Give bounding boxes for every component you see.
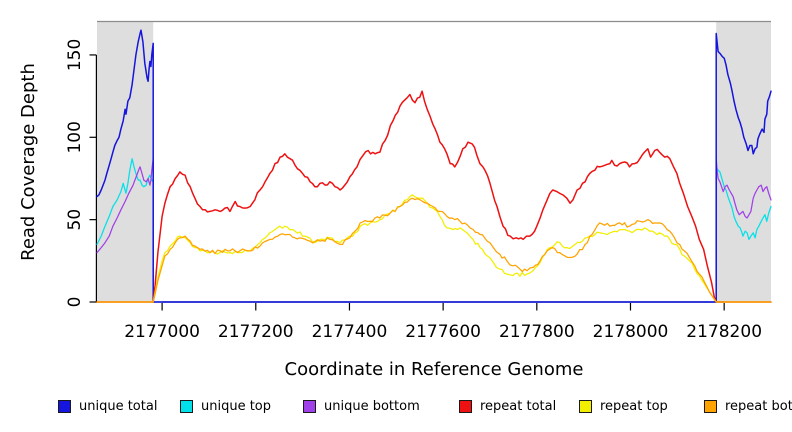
legend-label: unique total: [79, 398, 158, 414]
y-tick-label: 150: [65, 39, 85, 71]
x-tick-label: 2178200: [686, 322, 762, 342]
plot-area: 0 50 100 150 2177000 2177200 2177400 2177600 217…: [18, 20, 772, 380]
x-axis-title: Coordinate in Reference Genome: [285, 359, 584, 380]
series-line-repeat-total: [96, 90, 772, 303]
legend: unique total unique top unique bottom repea…: [0, 398, 792, 418]
legend-swatch-unique-total: [58, 399, 71, 413]
series-lines: [96, 29, 772, 303]
shaded-region-2: [716, 21, 771, 302]
legend-label: unique bottom: [324, 398, 420, 414]
series-line-unique-bottom: [96, 158, 772, 303]
legend-swatch-unique-bottom: [303, 399, 316, 413]
x-tick-label: 2177800: [499, 322, 575, 342]
legend-swatch-repeat-bottom: [704, 399, 717, 413]
axes: 0 50 100 150 2177000 2177200 2177400 2177600 217…: [65, 39, 762, 342]
x-tick-label: 2177000: [124, 322, 200, 342]
legend-label: repeat top: [600, 398, 668, 414]
series-line-unique-total: [96, 29, 772, 303]
legend-item-repeat-bottom: repeat bottom: [704, 398, 792, 414]
legend-item-unique-bottom: unique bottom: [303, 398, 420, 414]
legend-item-unique-total: unique total: [58, 398, 157, 414]
legend-item-repeat-top: repeat top: [579, 398, 668, 414]
legend-label: repeat total: [480, 398, 557, 414]
y-axis-title: Read Coverage Depth: [18, 63, 39, 261]
legend-item-unique-top: unique top: [180, 398, 271, 414]
legend-swatch-unique-top: [180, 399, 193, 413]
series-line-repeat-bottom: [96, 197, 772, 303]
x-tick-label: 2177200: [218, 322, 294, 342]
y-tick-label: 50: [65, 209, 85, 231]
y-tick-label: 0: [65, 297, 85, 308]
series-line-unique-top: [96, 158, 772, 303]
legend-swatch-repeat-total: [459, 399, 472, 413]
legend-label: repeat bottom: [725, 398, 792, 414]
x-tick-label: 2177600: [405, 322, 481, 342]
legend-item-repeat-total: repeat total: [459, 398, 556, 414]
shaded-regions: [97, 20, 771, 302]
x-tick-label: 2177400: [312, 322, 388, 342]
legend-label: unique top: [201, 398, 272, 414]
shaded-region-1: [97, 21, 154, 302]
legend-swatch-repeat-top: [579, 399, 592, 413]
x-tick-label: 2178000: [593, 322, 669, 342]
y-tick-label: 100: [65, 121, 85, 153]
